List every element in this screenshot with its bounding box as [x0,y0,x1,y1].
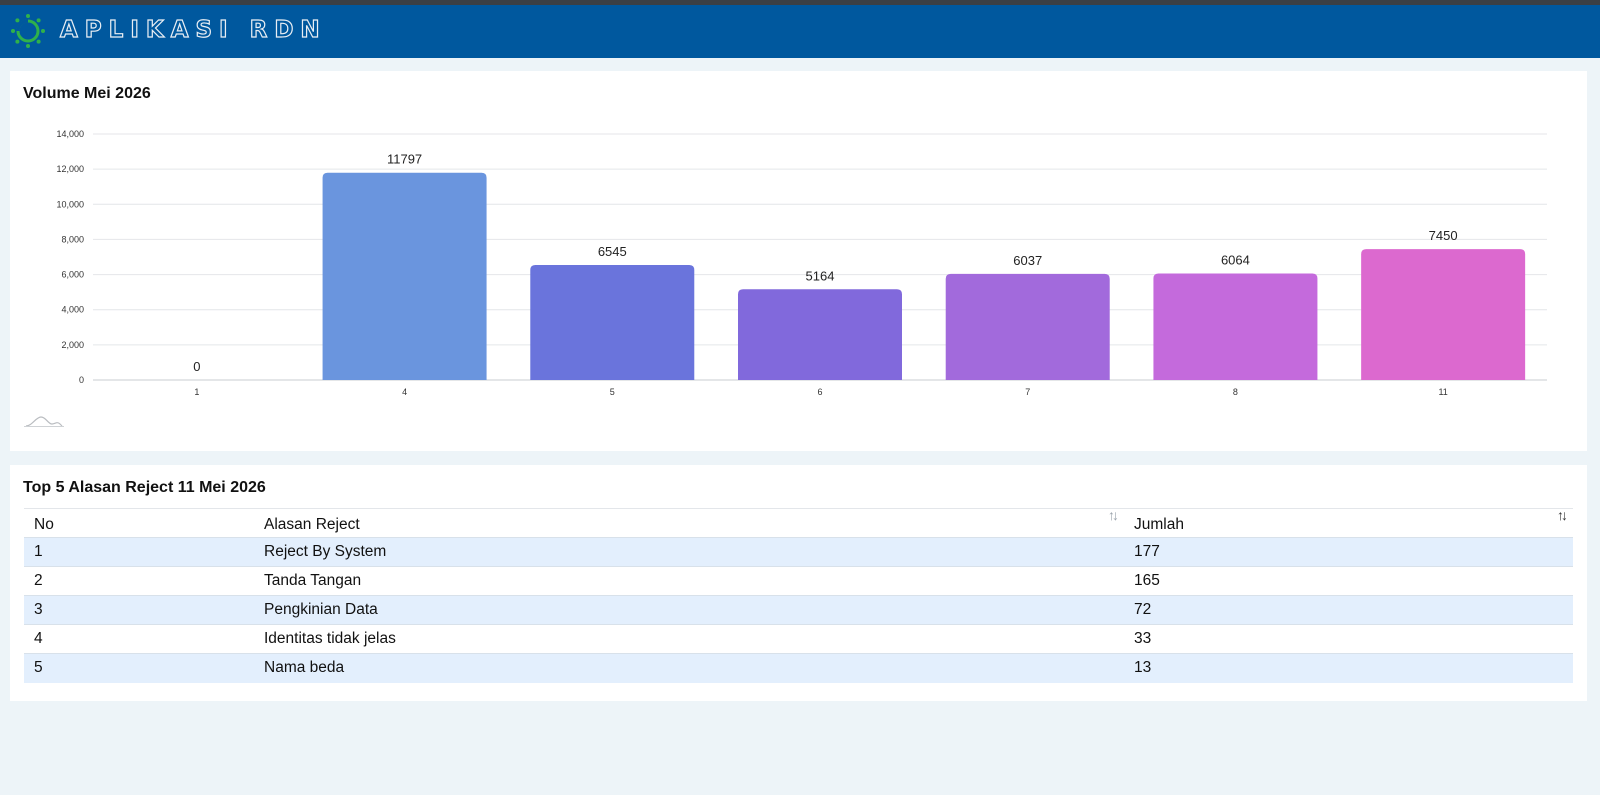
chart-title: Volume Mei 2026 [23,85,151,102]
app-header: APLIKASI RDN [0,5,1600,58]
column-header-alasan-label: Alasan Reject [264,516,360,533]
y-tick-label: 6,000 [61,270,84,280]
y-tick-label: 4,000 [61,305,84,315]
y-tick-label: 2,000 [61,340,84,350]
column-header-no[interactable]: No [34,516,54,533]
cell-no: 2 [34,572,43,589]
column-header-jumlah[interactable]: Jumlah ↑↓ [1124,507,1573,538]
window-top-strip [0,0,1600,5]
volume-chart-card: Volume Mei 2026 0 2,000 4,000 6,000 8,000 10,… [10,71,1587,451]
area-wave-icon [25,416,63,427]
column-header-jumlah-label: Jumlah [1134,516,1184,533]
data-label: 6064 [1221,252,1250,267]
sort-arrows-icon[interactable]: ↑↓ [1557,507,1568,523]
x-tick-label: 5 [610,387,615,397]
y-tick-label: 12,000 [56,164,84,174]
cell-alasan: Pengkinian Data [264,601,378,618]
y-tick-label: 14,000 [56,129,84,139]
y-tick-label: 0 [79,375,84,385]
cell-no: 5 [34,659,43,677]
cell-alasan: Nama beda [264,659,345,677]
cell-alasan: Reject By System [264,543,387,560]
x-tick-label: 6 [817,387,822,397]
cell-no: 4 [34,630,43,647]
column-header-alasan[interactable]: Alasan Reject ↑↓ [254,507,1124,538]
bar [530,264,695,380]
table-row: 1 Reject By System 177 [24,537,1573,567]
x-tick-label: 4 [402,387,407,397]
table-header-row: No Alasan Reject ↑↓ Jumlah ↑↓ [24,507,1573,538]
app-title: APLIKASI RDN [59,16,327,43]
data-label: 7450 [1429,228,1458,243]
table-row: 2 Tanda Tangan 165 [24,566,1573,596]
y-tick-label: 8,000 [61,234,84,244]
volume-bar-chart: 0 2,000 4,000 6,000 8,000 10,000 12,000 14,000 0… [24,129,1547,427]
bar [738,289,902,380]
x-tick-label: 1 [194,387,199,397]
cell-jumlah: 177 [1134,543,1160,560]
cell-no: 1 [34,543,43,560]
data-label: 6545 [598,244,627,259]
bar [1153,273,1318,380]
cell-alasan: Identitas tidak jelas [264,630,396,647]
y-tick-label: 10,000 [56,199,84,209]
table-title: Top 5 Alasan Reject 11 Mei 2026 [23,479,266,496]
bar [1361,249,1526,380]
table-row: 4 Identitas tidak jelas 33 [24,624,1573,654]
cell-jumlah: 13 [1134,659,1152,677]
table-row: 5 Nama beda 13 [24,653,1573,683]
cell-jumlah: 33 [1134,630,1152,647]
x-tick-label: 8 [1233,387,1238,397]
x-tick-label: 11 [1438,387,1447,397]
data-label: 5164 [806,268,835,283]
table-row: 3 Pengkinian Data 72 [24,595,1573,625]
x-tick-label: 7 [1025,387,1030,397]
cell-jumlah: 72 [1134,601,1152,618]
cell-no: 3 [34,601,43,618]
cell-alasan: Tanda Tangan [264,572,362,589]
reject-table: No Alasan Reject ↑↓ Jumlah ↑↓ 1 Reject B… [24,507,1573,683]
bar [322,172,487,380]
data-label: 0 [193,359,200,374]
data-label: 6037 [1013,253,1042,268]
reject-table-card: Top 5 Alasan Reject 11 Mei 2026 No Alasa… [10,465,1587,701]
cell-jumlah: 165 [1134,572,1160,589]
data-label: 11797 [387,152,422,167]
bar [945,273,1110,380]
sun-ring-logo-icon [11,14,45,48]
sort-arrows-icon[interactable]: ↑↓ [1108,507,1119,523]
